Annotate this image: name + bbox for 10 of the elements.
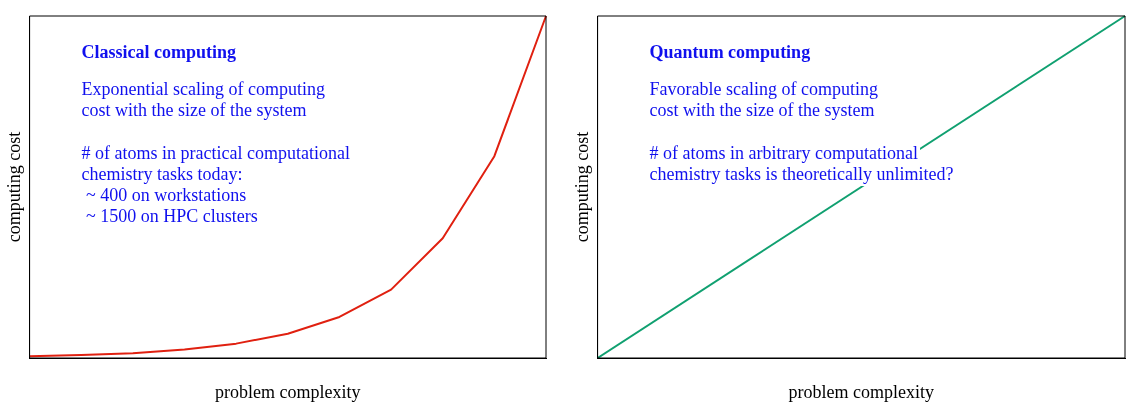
annotation: Favorable scaling of computing cost with the size of the system [649, 78, 879, 120]
text: Quantum computing [649, 41, 811, 62]
x-axis-title: problem complexity [788, 381, 935, 402]
y-axis-title: computing cost [571, 131, 592, 243]
y-axis-title: computing cost [3, 131, 24, 243]
annotation: # of atoms in practical computational chemistry tasks today: ~ 400 on workstations ~ 1500 on HPC clusters [81, 142, 351, 226]
annotation: # of atoms in arbitrary computational chemistry tasks is theoretically unlimited? [649, 142, 954, 184]
annotation: Exponential scaling of computing cost with the size of the system [81, 78, 326, 120]
text: Classical computing [81, 41, 237, 62]
x-axis-title: problem complexity [215, 381, 361, 402]
